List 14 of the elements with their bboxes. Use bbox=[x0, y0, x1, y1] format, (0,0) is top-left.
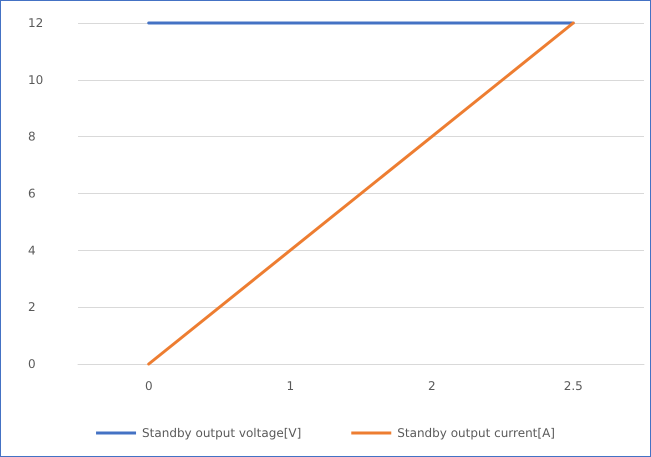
legend-label: Standby output current[A] bbox=[397, 426, 555, 440]
x-tick-label: 1 bbox=[286, 379, 294, 393]
y-tick-label: 12 bbox=[28, 16, 44, 30]
y-tick-label: 8 bbox=[28, 130, 36, 144]
y-tick-label: 2 bbox=[28, 300, 36, 314]
x-tick-label: 2.5 bbox=[564, 379, 583, 393]
y-tick-label: 10 bbox=[28, 72, 44, 87]
y-tick-label: 0 bbox=[28, 357, 36, 371]
y-tick-label: 6 bbox=[28, 186, 36, 200]
line-series bbox=[147, 22, 575, 366]
legend-label: Standby output voltage[V] bbox=[142, 426, 302, 440]
x-tick-label: 2 bbox=[428, 379, 436, 393]
y-tick-label: 4 bbox=[28, 243, 36, 258]
x-tick-label: 0 bbox=[144, 379, 153, 393]
